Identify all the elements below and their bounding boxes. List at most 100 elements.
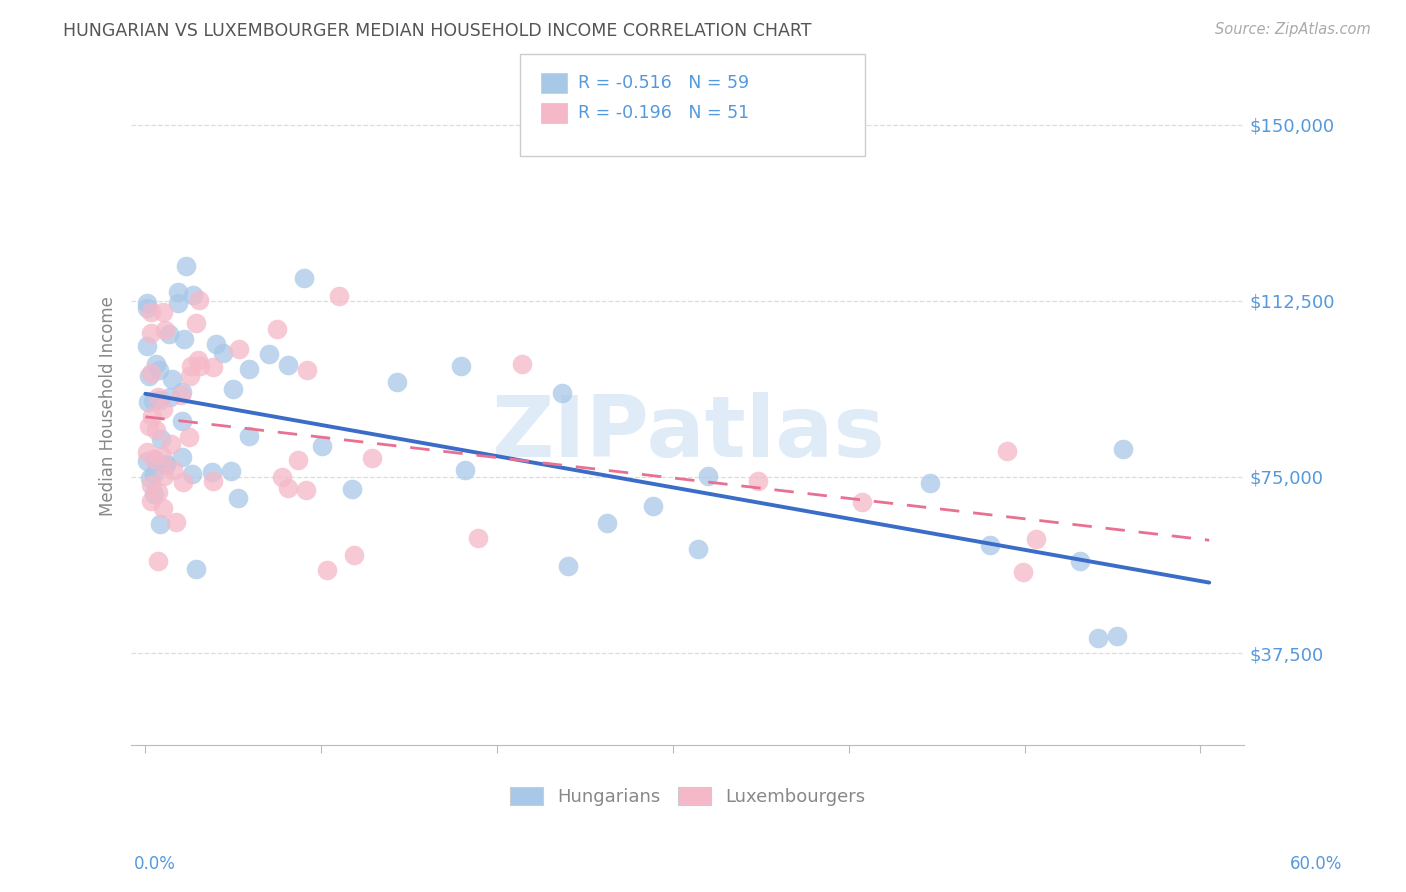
Point xyxy=(184,316,207,330)
Point xyxy=(172,414,194,428)
Point xyxy=(145,423,167,437)
Point xyxy=(143,451,166,466)
Point xyxy=(851,495,873,509)
Text: 60.0%: 60.0% xyxy=(1291,855,1343,872)
Point xyxy=(238,362,260,376)
Point xyxy=(219,464,242,478)
Point xyxy=(188,293,211,307)
Point xyxy=(295,363,318,377)
Point xyxy=(166,296,188,310)
Point xyxy=(174,260,197,274)
Point xyxy=(136,444,159,458)
Point xyxy=(190,359,212,373)
Point xyxy=(136,394,159,409)
Point xyxy=(146,485,169,500)
Point xyxy=(148,390,170,404)
Point xyxy=(150,449,173,463)
Point xyxy=(292,271,315,285)
Point xyxy=(177,430,200,444)
Point xyxy=(226,491,249,505)
Point xyxy=(136,295,159,310)
Point xyxy=(1025,532,1047,546)
Point xyxy=(149,392,172,407)
Point xyxy=(142,394,165,409)
Point xyxy=(277,358,299,372)
Point xyxy=(152,305,174,319)
Point xyxy=(138,369,160,384)
Point xyxy=(159,390,181,404)
Point xyxy=(920,475,942,490)
Point xyxy=(510,357,533,371)
Point xyxy=(222,382,245,396)
Point xyxy=(697,469,720,483)
Point xyxy=(328,289,350,303)
Point xyxy=(747,474,769,488)
Point xyxy=(136,339,159,353)
Text: ZIPatlas: ZIPatlas xyxy=(491,392,884,475)
Point xyxy=(342,548,364,562)
Point xyxy=(148,363,170,377)
Point xyxy=(152,500,174,515)
Y-axis label: Median Household Income: Median Household Income xyxy=(100,297,117,516)
Point xyxy=(643,500,665,514)
Text: Source: ZipAtlas.com: Source: ZipAtlas.com xyxy=(1215,22,1371,37)
Text: 0.0%: 0.0% xyxy=(134,855,176,872)
Point xyxy=(162,372,184,386)
Text: R = -0.516   N = 59: R = -0.516 N = 59 xyxy=(578,74,749,92)
Point xyxy=(143,467,166,481)
Point xyxy=(153,323,176,337)
Point xyxy=(160,437,183,451)
Point xyxy=(139,478,162,492)
Point xyxy=(157,326,180,341)
Point xyxy=(204,337,226,351)
Point xyxy=(181,287,204,301)
Point xyxy=(149,516,172,531)
Point xyxy=(450,359,472,373)
Point xyxy=(179,369,201,384)
Point xyxy=(979,537,1001,551)
Point xyxy=(184,562,207,576)
Point xyxy=(340,483,363,497)
Point xyxy=(266,321,288,335)
Point xyxy=(187,353,209,368)
Point xyxy=(152,468,174,483)
Point xyxy=(180,359,202,373)
Point xyxy=(686,542,709,557)
Legend: Hungarians, Luxembourgers: Hungarians, Luxembourgers xyxy=(503,780,873,814)
Point xyxy=(385,375,408,389)
Point xyxy=(170,450,193,465)
Point xyxy=(1087,631,1109,645)
Point xyxy=(173,332,195,346)
Point xyxy=(181,467,204,481)
Point xyxy=(145,358,167,372)
Point xyxy=(557,558,579,573)
Point xyxy=(596,516,619,531)
Point xyxy=(238,429,260,443)
Point xyxy=(454,463,477,477)
Point xyxy=(139,366,162,380)
Point xyxy=(212,345,235,359)
Point xyxy=(1111,442,1133,457)
Point xyxy=(170,388,193,402)
Point xyxy=(202,474,225,488)
Point xyxy=(141,494,163,508)
Text: HUNGARIAN VS LUXEMBOURGER MEDIAN HOUSEHOLD INCOME CORRELATION CHART: HUNGARIAN VS LUXEMBOURGER MEDIAN HOUSEHO… xyxy=(63,22,811,40)
Point xyxy=(202,359,225,374)
Point xyxy=(162,463,184,477)
Point xyxy=(995,444,1018,458)
Point xyxy=(143,453,166,467)
Point xyxy=(228,343,250,357)
Point xyxy=(257,347,280,361)
Point xyxy=(170,384,193,399)
Point xyxy=(152,401,174,416)
Point xyxy=(1069,554,1091,568)
Point xyxy=(277,481,299,495)
Point xyxy=(361,450,384,465)
Point xyxy=(294,483,316,498)
Point xyxy=(467,531,489,545)
Point xyxy=(311,439,333,453)
Point xyxy=(143,487,166,501)
Point xyxy=(315,563,337,577)
Point xyxy=(139,326,162,340)
Point xyxy=(287,453,309,467)
